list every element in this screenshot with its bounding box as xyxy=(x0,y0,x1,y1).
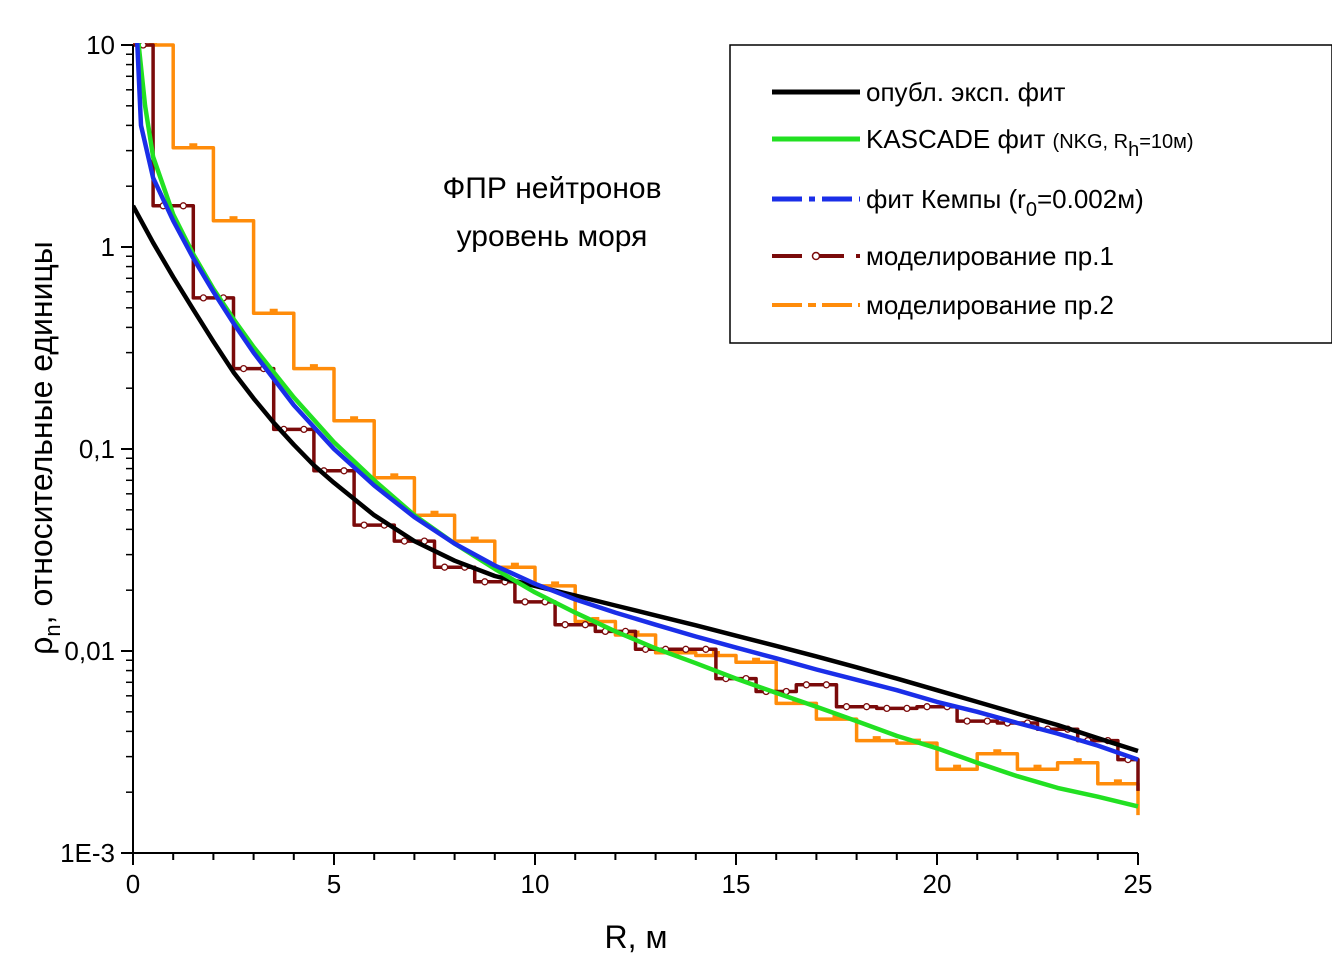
point-sim1-36 xyxy=(862,703,871,711)
legend-entry-sim1: моделирование пр.1 xyxy=(772,241,1114,271)
x-tick-label-15: 15 xyxy=(722,869,751,899)
legend-label-sim1: моделирование пр.1 xyxy=(866,241,1114,271)
series-layer xyxy=(133,43,1140,816)
x-tick-label-25: 25 xyxy=(1124,869,1153,899)
point-sim1-35 xyxy=(842,703,851,711)
legend-label-kempa-a: фит Кемпы (r xyxy=(866,184,1026,214)
legend-marker-sim1 xyxy=(811,251,821,261)
point-sim1-42 xyxy=(983,717,991,725)
y-tick-label-4: 1E-3 xyxy=(60,838,115,868)
point-sim1-38 xyxy=(903,704,911,713)
point-sim1-39 xyxy=(923,703,931,711)
annotation-line-1: ФПР нейтронов xyxy=(442,172,661,205)
point-sim1-21 xyxy=(561,621,569,629)
point-sim1-10 xyxy=(340,467,348,475)
legend-label-exp-fit: опубл. эксп. фит xyxy=(866,77,1066,107)
legend-entry-kempa: фит Кемпы (r0=0.002м) xyxy=(772,184,1144,221)
y-axis-title-main: ρ xyxy=(23,637,59,655)
legend-entry-kascade: KASCADE фит (NKG, Rh=10м) xyxy=(772,124,1194,161)
point-sim1-19 xyxy=(521,598,529,606)
legend-label-kascade: KASCADE фит (NKG, Rh=10м) xyxy=(866,124,1194,161)
y-axis-title: ρn, относительные единицы xyxy=(23,241,65,655)
legend-label-kascade-a: KASCADE фит xyxy=(866,124,1053,154)
annotation-line-2: уровень моря xyxy=(457,220,648,253)
point-sim1-2 xyxy=(179,202,187,210)
x-tick-label-5: 5 xyxy=(327,869,341,899)
legend-entry-sim2: моделирование пр.2 xyxy=(772,290,1114,320)
legend-label-kempa: фит Кемпы (r0=0.002м) xyxy=(866,184,1144,221)
point-sim1-17 xyxy=(481,578,489,586)
point-sim1-33 xyxy=(802,681,811,689)
point-sim1-22 xyxy=(581,621,589,629)
x-tick-label-0: 0 xyxy=(126,869,140,899)
point-sim1-3 xyxy=(199,294,208,302)
y-tick-label-2: 0,1 xyxy=(79,434,115,464)
y-axis-title-sub: n xyxy=(40,624,65,636)
point-sim1-27 xyxy=(682,645,690,653)
y-tick-label-3: 0,01 xyxy=(64,636,115,666)
legend: опубл. эксп. фит KASCADE фит (NKG, Rh=10… xyxy=(729,44,1332,344)
y-tick-label-1: 1 xyxy=(101,232,115,262)
legend-label-kempa-sub: 0 xyxy=(1026,199,1037,221)
axes-layer: 0 5 10 15 20 25 10 1 0,1 0,01 1E-3 xyxy=(60,30,1152,899)
legend-frame xyxy=(729,44,1332,344)
legend-label-kascade-sub: h xyxy=(1128,139,1139,161)
legend-label-kascade-b: (NKG, R xyxy=(1053,131,1129,153)
legend-label-sim2: моделирование пр.2 xyxy=(866,290,1114,320)
point-sim1-5 xyxy=(239,364,248,373)
x-tick-label-10: 10 xyxy=(521,869,550,899)
legend-label-kempa-b: =0.002м) xyxy=(1037,184,1144,214)
legend-label-kascade-c: =10м) xyxy=(1139,131,1193,153)
y-tick-label-0: 10 xyxy=(86,30,115,60)
point-sim1-34 xyxy=(822,681,831,689)
point-sim1-13 xyxy=(400,537,409,545)
y-axis-title-rest: , относительные единицы xyxy=(23,241,59,624)
point-sim1-41 xyxy=(963,717,971,725)
point-sim1-28 xyxy=(702,645,710,653)
series-line-sim2 xyxy=(133,43,1140,816)
point-sim1-37 xyxy=(883,704,891,713)
series-line-kempa xyxy=(135,43,1139,762)
point-sim1-11 xyxy=(360,521,368,529)
x-axis-title: R, м xyxy=(605,919,668,954)
point-sim1-8 xyxy=(300,425,308,434)
point-sim1-15 xyxy=(440,563,449,571)
x-tick-label-20: 20 xyxy=(923,869,952,899)
legend-entry-exp-fit: опубл. эксп. фит xyxy=(772,77,1066,107)
